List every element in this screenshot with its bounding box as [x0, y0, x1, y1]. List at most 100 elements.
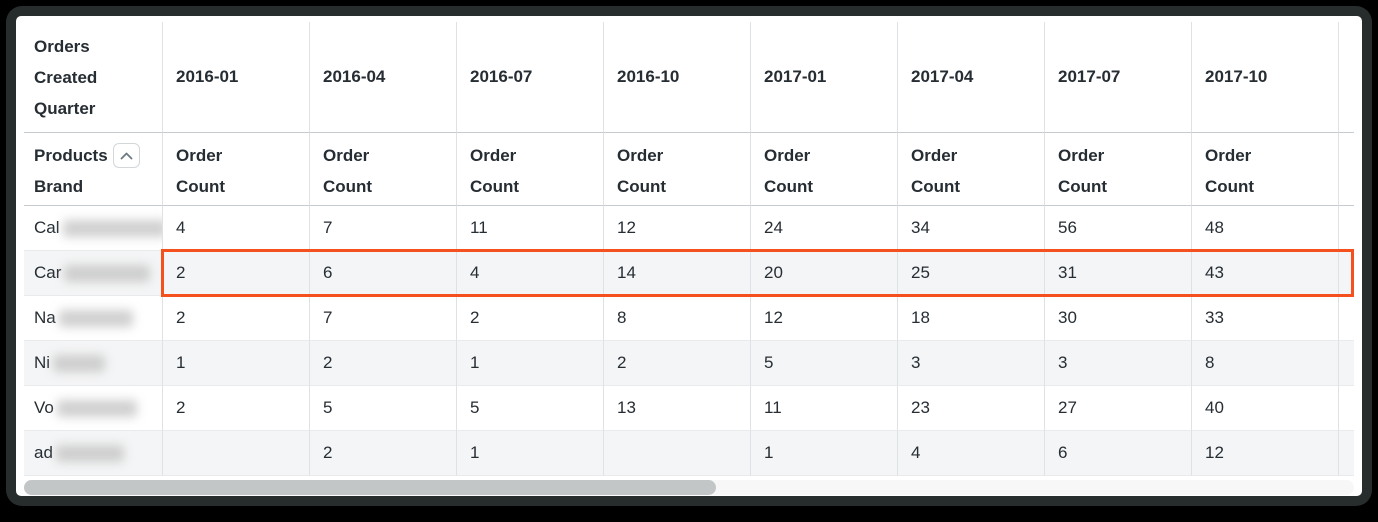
- brand-prefix: Na: [34, 308, 56, 327]
- value-cell[interactable]: 1: [456, 341, 603, 386]
- row-dimension-label: Products Brand: [34, 140, 140, 202]
- value-cell[interactable]: [162, 431, 309, 476]
- value-cell[interactable]: 8: [603, 296, 750, 341]
- value-cell[interactable]: 4: [897, 431, 1044, 476]
- value-cell[interactable]: 5: [750, 341, 897, 386]
- measure-header-cell[interactable]: Order Count: [309, 133, 456, 206]
- value-sliver: [1338, 296, 1354, 341]
- value-cell[interactable]: 48: [1191, 206, 1338, 251]
- value-sliver: [1338, 386, 1354, 431]
- redacted-blur: [53, 354, 106, 372]
- redacted-blur: [58, 309, 133, 327]
- value-cell[interactable]: 11: [456, 206, 603, 251]
- quarter-header-cell[interactable]: 2016-10: [603, 22, 750, 133]
- brand-cell[interactable]: Cal: [24, 206, 162, 251]
- value-cell[interactable]: 14: [603, 251, 750, 296]
- value-cell[interactable]: 6: [309, 251, 456, 296]
- value-cell[interactable]: 24: [750, 206, 897, 251]
- value-cell[interactable]: 18: [897, 296, 1044, 341]
- value-cell[interactable]: 7: [309, 296, 456, 341]
- brand-cell[interactable]: Car: [24, 251, 162, 296]
- quarter-header-cell[interactable]: 2016-07: [456, 22, 603, 133]
- brand-prefix: Vo: [34, 398, 54, 417]
- corner-header-cell[interactable]: Orders Created Quarter: [24, 22, 162, 133]
- value-cell[interactable]: 56: [1044, 206, 1191, 251]
- value-cell[interactable]: 3: [1044, 341, 1191, 386]
- value-cell[interactable]: 23: [897, 386, 1044, 431]
- value-cell[interactable]: 34: [897, 206, 1044, 251]
- horizontal-scrollbar[interactable]: [24, 480, 1354, 495]
- value-cell[interactable]: 43: [1191, 251, 1338, 296]
- value-cell[interactable]: 20: [750, 251, 897, 296]
- value-cell[interactable]: 6: [1044, 431, 1191, 476]
- measure-header-cell[interactable]: Order Count: [603, 133, 750, 206]
- value-cell[interactable]: 11: [750, 386, 897, 431]
- brand-line: Ni: [34, 353, 106, 373]
- brand-prefix: Car: [34, 263, 62, 282]
- row-dimension-line1: Products: [34, 140, 140, 171]
- value-cell[interactable]: 31: [1044, 251, 1191, 296]
- brand-line: Vo: [34, 398, 137, 418]
- measure-header-cell[interactable]: Order Count: [1191, 133, 1338, 206]
- value-cell[interactable]: 2: [162, 251, 309, 296]
- redacted-blur: [64, 264, 151, 282]
- brand-prefix: Cal: [34, 218, 60, 237]
- pivot-wrap: Orders Created Quarter 2016-01 2016-04 2016…: [24, 22, 1354, 476]
- measure-header-cell[interactable]: Order Count: [897, 133, 1044, 206]
- brand-line: Na: [34, 308, 133, 328]
- brand-cell[interactable]: ad: [24, 431, 162, 476]
- value-cell[interactable]: [603, 431, 750, 476]
- value-cell[interactable]: 7: [309, 206, 456, 251]
- value-cell[interactable]: 2: [309, 341, 456, 386]
- quarter-header-cell[interactable]: 2017-07: [1044, 22, 1191, 133]
- value-cell[interactable]: 33: [1191, 296, 1338, 341]
- value-cell[interactable]: 25: [897, 251, 1044, 296]
- measure-header-cell[interactable]: Order Count: [456, 133, 603, 206]
- value-cell[interactable]: 27: [1044, 386, 1191, 431]
- value-cell[interactable]: 1: [162, 341, 309, 386]
- brand-prefix: Ni: [34, 353, 51, 372]
- value-cell[interactable]: 5: [456, 386, 603, 431]
- value-cell[interactable]: 4: [456, 251, 603, 296]
- value-cell[interactable]: 40: [1191, 386, 1338, 431]
- value-cell[interactable]: 3: [897, 341, 1044, 386]
- value-cell[interactable]: 4: [162, 206, 309, 251]
- quarter-header-cell[interactable]: 2017-01: [750, 22, 897, 133]
- value-cell[interactable]: 12: [1191, 431, 1338, 476]
- value-cell[interactable]: 12: [750, 296, 897, 341]
- measure-header-sliver: [1338, 133, 1354, 206]
- collapse-button[interactable]: [112, 143, 140, 168]
- value-cell[interactable]: 2: [162, 386, 309, 431]
- quarter-header-cell[interactable]: 2016-01: [162, 22, 309, 133]
- measure-header-cell[interactable]: Order Count: [750, 133, 897, 206]
- value-cell[interactable]: 2: [603, 341, 750, 386]
- window-frame: Orders Created Quarter 2016-01 2016-04 2016…: [6, 6, 1372, 506]
- value-cell[interactable]: 12: [603, 206, 750, 251]
- table-viewport: Orders Created Quarter 2016-01 2016-04 2016…: [16, 16, 1362, 496]
- quarter-header-cell[interactable]: 2016-04: [309, 22, 456, 133]
- quarter-header-cell[interactable]: 2017-10: [1191, 22, 1338, 133]
- brand-cell[interactable]: Ni: [24, 341, 162, 386]
- redacted-blur: [55, 444, 124, 462]
- pivot-table: Orders Created Quarter 2016-01 2016-04 2016…: [24, 22, 1354, 476]
- value-cell[interactable]: 1: [750, 431, 897, 476]
- chevron-up-icon: [120, 152, 133, 159]
- value-cell[interactable]: 2: [309, 431, 456, 476]
- brand-cell[interactable]: Vo: [24, 386, 162, 431]
- horizontal-scrollbar-thumb[interactable]: [24, 480, 716, 495]
- value-cell[interactable]: 13: [603, 386, 750, 431]
- measure-header-cell[interactable]: Order Count: [162, 133, 309, 206]
- value-cell[interactable]: 1: [456, 431, 603, 476]
- brand-cell[interactable]: Na: [24, 296, 162, 341]
- value-cell[interactable]: 8: [1191, 341, 1338, 386]
- value-cell[interactable]: 2: [456, 296, 603, 341]
- value-cell[interactable]: 5: [309, 386, 456, 431]
- row-dimension-cell[interactable]: Products Brand: [24, 133, 162, 206]
- value-sliver: [1338, 341, 1354, 386]
- quarter-header-cell[interactable]: 2017-04: [897, 22, 1044, 133]
- value-cell[interactable]: 30: [1044, 296, 1191, 341]
- measure-header-cell[interactable]: Order Count: [1044, 133, 1191, 206]
- value-cell[interactable]: 2: [162, 296, 309, 341]
- row-dimension-text2: Brand: [34, 177, 84, 196]
- value-sliver: [1338, 206, 1354, 251]
